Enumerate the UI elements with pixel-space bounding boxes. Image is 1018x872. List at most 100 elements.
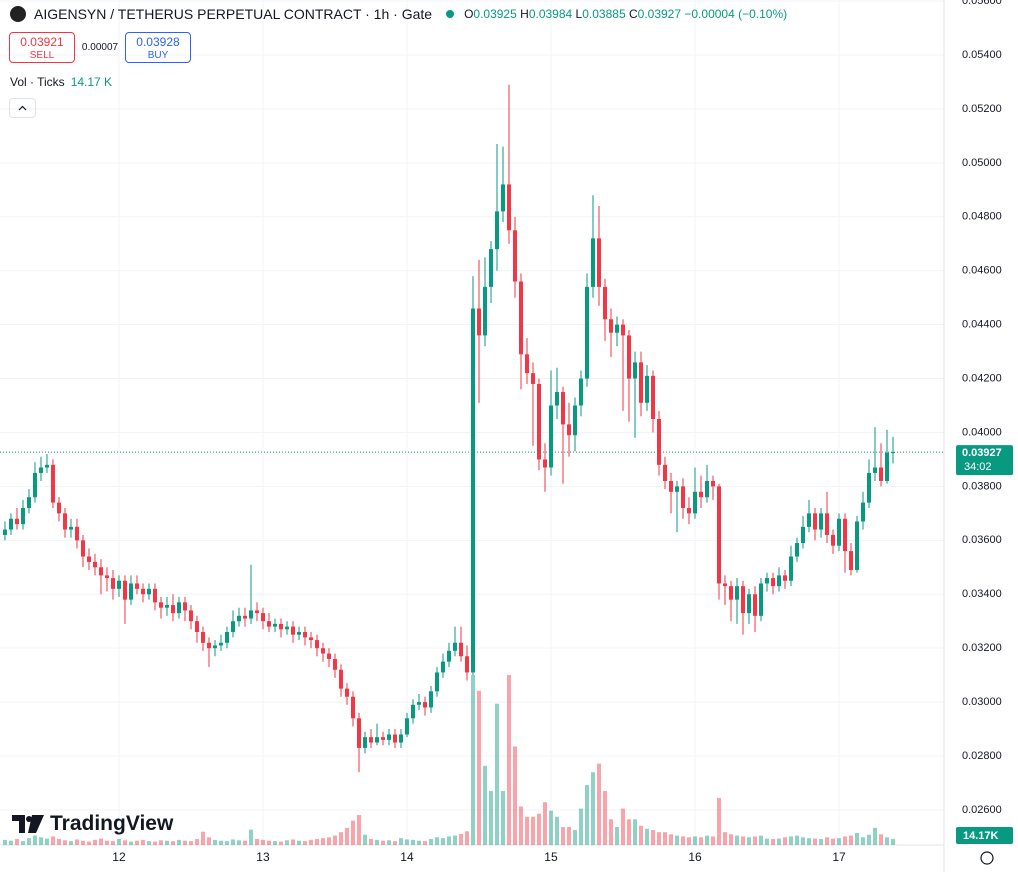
volume-bar (782, 837, 787, 845)
brand-name: TradingView (50, 812, 174, 835)
volume-bar (548, 810, 553, 845)
volume-bar (374, 839, 379, 845)
candle-body (254, 610, 259, 614)
volume-bar (440, 838, 445, 845)
volume-bar (614, 827, 619, 845)
candle-body (872, 467, 877, 473)
ohlc-value: 0.03984 (528, 7, 573, 21)
volume-bar (338, 832, 343, 845)
candle-body (530, 373, 535, 384)
candle-body (698, 491, 703, 498)
ohlc-prefix: L (575, 7, 583, 21)
candle-body (158, 602, 163, 608)
candle-body (518, 281, 523, 355)
settings-icon[interactable] (980, 851, 994, 865)
candle-body (608, 319, 613, 333)
x-tick-label: 12 (112, 850, 126, 864)
candle-body (380, 737, 385, 740)
volume-bar (674, 835, 679, 845)
volume-bar (638, 825, 643, 845)
candle-body (848, 551, 853, 570)
volume-bar (248, 829, 253, 845)
candle-body (368, 737, 373, 743)
volume-bar (500, 791, 505, 845)
volume-bar (458, 833, 463, 845)
volume-bar (260, 839, 265, 845)
volume-bar (38, 837, 43, 845)
ohlc-prefix: H (520, 7, 529, 21)
candle-body (206, 642, 211, 649)
candle-body (326, 653, 331, 659)
volume-bar (230, 839, 235, 845)
candle-body (398, 734, 403, 743)
volume-bar (326, 837, 331, 845)
volume-axis-label: 14.17K (963, 830, 999, 842)
volume-bar (740, 836, 745, 845)
volume-bar (572, 830, 577, 845)
candle-body (878, 467, 883, 482)
volume-name: Vol · Ticks (10, 75, 65, 89)
candle-body (650, 375, 655, 419)
buy-button[interactable]: 0.03928 BUY (125, 32, 191, 63)
volume-bar (332, 835, 337, 845)
volume-bar (656, 832, 661, 845)
volume-bar (728, 834, 733, 845)
volume-bar (32, 835, 37, 845)
y-tick-label: 0.03600 (962, 534, 1002, 546)
candle-body (20, 507, 25, 525)
candle-body (686, 507, 691, 514)
candle-body (758, 583, 763, 616)
candle-body (674, 486, 679, 492)
volume-bar (476, 690, 481, 845)
volume-bar (200, 831, 205, 845)
candle-body (656, 418, 661, 465)
candle-body (692, 491, 697, 514)
volume-bar (398, 838, 403, 845)
volume-bar (602, 791, 607, 845)
volume-bar (428, 839, 433, 845)
volume-bar (350, 820, 355, 845)
collapse-button[interactable] (9, 98, 36, 118)
change: −0.00004 (684, 7, 735, 21)
volume-bar (50, 836, 55, 845)
buy-price: 0.03928 (136, 35, 180, 49)
candle-body (164, 605, 169, 608)
volume-bar (218, 840, 223, 845)
candle-body (554, 392, 559, 406)
candle-body (332, 658, 337, 670)
volume-bar (194, 839, 199, 845)
candle-body (632, 362, 637, 379)
volume-bar (170, 841, 175, 845)
countdown-label: 34:02 (964, 461, 992, 473)
candle-body (842, 518, 847, 552)
volume-bar (794, 835, 799, 845)
candle-body (584, 286, 589, 379)
volume-bar (722, 832, 727, 845)
volume-bar (176, 839, 181, 845)
candle-body (422, 702, 427, 708)
candle-body (776, 575, 781, 587)
symbol-title[interactable]: AIGENSYN / TETHERUS PERPETUAL CONTRACT ·… (34, 6, 433, 22)
candle-body (26, 497, 31, 508)
candle-body (194, 621, 199, 632)
volume-bar (158, 840, 163, 845)
volume-bar (746, 837, 751, 845)
candle-body (278, 623, 283, 630)
candle-body (536, 383, 541, 460)
candle-body (122, 580, 127, 600)
volume-bar (404, 839, 409, 845)
sell-button[interactable]: 0.03921 SELL (9, 32, 75, 63)
volume-bar (272, 841, 277, 845)
volume-bar (164, 840, 169, 845)
candle-body (566, 424, 571, 436)
candle-body (596, 238, 601, 287)
volume-legend-value: 14.17 K (70, 75, 113, 89)
candle-body (344, 688, 349, 697)
candle-body (890, 452, 895, 454)
volume-bar (812, 838, 817, 845)
volume-bar (242, 840, 247, 845)
volume-bar (302, 841, 307, 845)
candle-body (620, 324, 625, 336)
candle-body (452, 642, 457, 651)
